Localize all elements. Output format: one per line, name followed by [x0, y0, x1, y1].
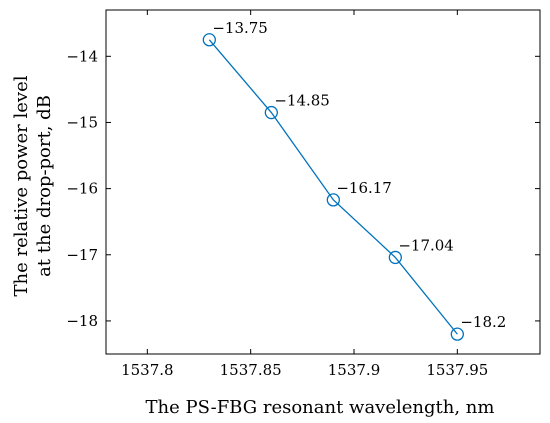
data-point-label: −16.17: [336, 179, 392, 197]
data-point-marker: [202, 33, 216, 47]
y-axis-label-line-2: at the drop-port, dB: [34, 95, 55, 277]
y-tick-label: −16: [66, 180, 98, 198]
data-point-marker: [326, 193, 340, 207]
y-tick-label: −15: [66, 113, 98, 131]
y-tick-label: −17: [66, 246, 98, 264]
data-point-label: −13.75: [212, 19, 268, 37]
x-tick-label: 1537.8: [121, 361, 174, 379]
series-layer: −13.75 −14.85 −16.17 −17.04 −18.2: [202, 19, 506, 341]
plot-area: [105, 9, 541, 355]
data-point-marker: [264, 105, 278, 120]
data-point-marker: [450, 327, 464, 341]
plot-frame: [105, 9, 541, 355]
y-axis-label-line-1: The relative power level: [11, 75, 32, 296]
y-tick-label: −14: [66, 47, 98, 65]
x-axis-ticks: 1537.8 1537.85 1537.9 1537.95: [121, 10, 488, 379]
x-tick-label: 1537.9: [328, 361, 381, 379]
data-point-label: −17.04: [398, 236, 454, 254]
series-line: [208, 39, 458, 335]
y-tick-label: −18: [66, 312, 98, 330]
y-axis-label: The relative power level at the drop-por…: [11, 75, 55, 296]
x-axis-label: The PS-FBG resonant wavelength, nm: [146, 397, 495, 418]
x-tick-label: 1537.95: [426, 361, 488, 379]
data-point-label: −18.2: [460, 313, 506, 331]
data-point-marker: [388, 250, 402, 265]
y-axis-ticks: −18 −17 −16 −15 −14: [66, 47, 540, 330]
x-tick-label: 1537.85: [220, 361, 282, 379]
data-point-label: −14.85: [274, 92, 330, 110]
